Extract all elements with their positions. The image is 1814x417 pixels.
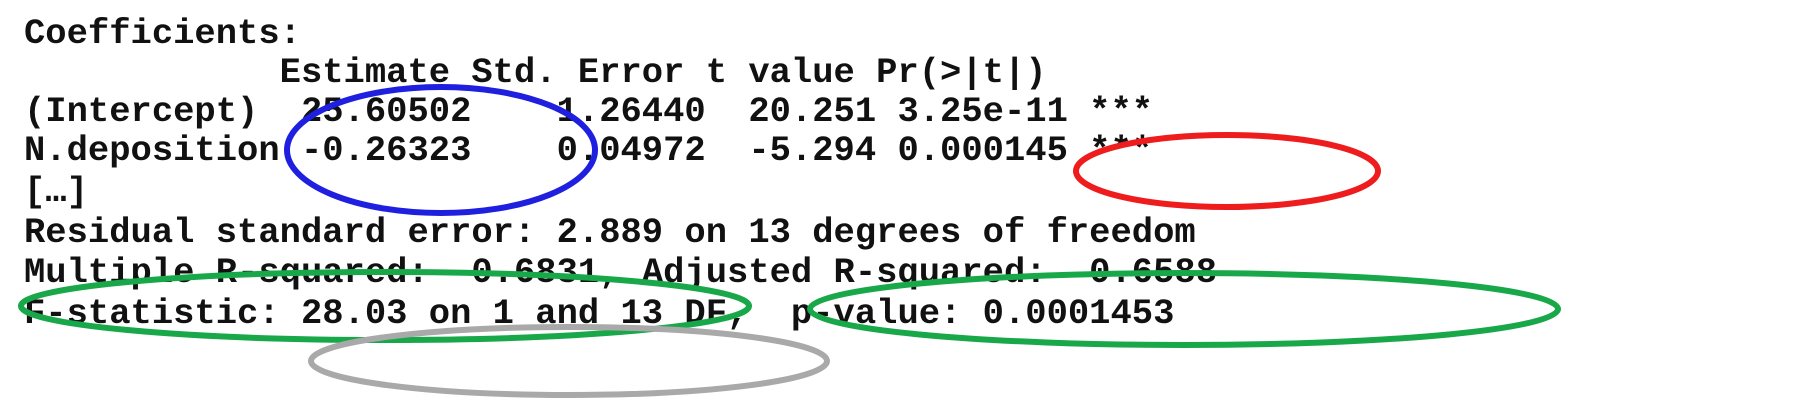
residual-standard-error-line: Residual standard error: 2.889 on 13 deg… (24, 212, 1196, 253)
n-deposition-row: N.deposition -0.26323 0.04972 -5.294 0.0… (24, 130, 1154, 171)
coefficients-heading: Coefficients: (24, 13, 301, 54)
coefficients-column-header: Estimate Std. Error t value Pr(>|t|) (24, 52, 1047, 93)
intercept-row: (Intercept) 25.60502 1.26440 20.251 3.25… (24, 91, 1154, 132)
r-squared-line: Multiple R-squared: 0.6831, Adjusted R-s… (24, 252, 1218, 293)
omitted-output-ellipsis: […] (24, 171, 88, 212)
fstatistic-highlight (308, 324, 830, 398)
f-statistic-line: F-statistic: 28.03 on 1 and 13 DF, p-val… (24, 293, 1175, 334)
